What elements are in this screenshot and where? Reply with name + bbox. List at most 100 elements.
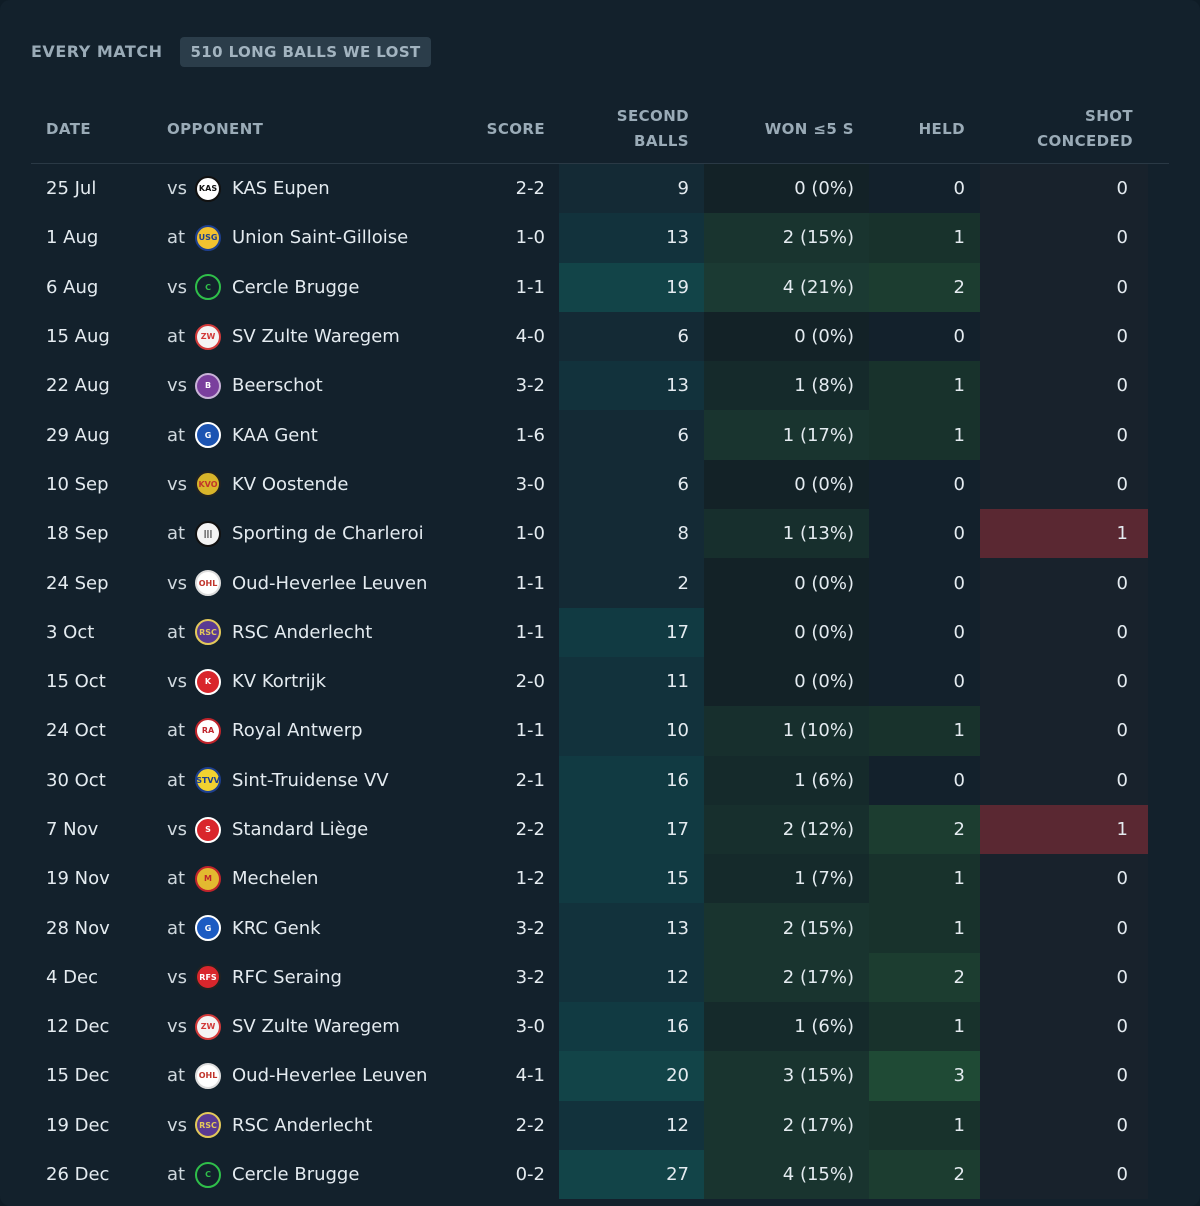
won-value: 1 (6%) xyxy=(704,755,869,805)
col-header-date[interactable]: DATE xyxy=(46,119,91,138)
match-date: 22 Aug xyxy=(46,375,110,397)
table-row[interactable]: 1 Aug at USG Union Saint-Gilloise 1-0 13 2 (15… xyxy=(31,213,1169,263)
second-balls-value: 13 xyxy=(559,903,704,953)
opponent-name[interactable]: KV Kortrijk xyxy=(232,671,327,693)
table-row[interactable]: 15 Dec at OHL Oud-Heverlee Leuven 4-1 20 3 (15… xyxy=(31,1051,1169,1101)
opponent-name[interactable]: RSC Anderlecht xyxy=(232,621,373,643)
opponent-name[interactable]: Mechelen xyxy=(232,868,319,890)
table-row[interactable]: 3 Oct at RSC RSC Anderlecht 1-1 17 0 (0%) 0 0 xyxy=(31,607,1169,657)
table-row[interactable]: 12 Dec vs ZW SV Zulte Waregem 3-0 16 1 (6%) 1 0 xyxy=(31,1002,1169,1052)
match-date: 28 Nov xyxy=(46,917,110,939)
held-value: 1 xyxy=(869,1100,980,1150)
opponent-name[interactable]: Sporting de Charleroi xyxy=(232,523,424,545)
held-value: 2 xyxy=(869,952,980,1003)
opponent-name[interactable]: Oud-Heverlee Leuven xyxy=(232,1065,428,1087)
held-value: 0 xyxy=(869,607,980,657)
col-header-second-balls[interactable]: SECOND BALLS xyxy=(559,95,689,163)
table-row[interactable]: 24 Sep vs OHL Oud-Heverlee Leuven 1-1 2 0 (0%)… xyxy=(31,558,1169,608)
club-crest-icon: G xyxy=(195,422,221,449)
won-value: 0 (0%) xyxy=(704,607,869,657)
held-value: 1 xyxy=(869,213,980,263)
col-header-held[interactable]: HELD xyxy=(918,119,965,138)
won-value: 1 (13%) xyxy=(704,509,869,559)
second-balls-value: 12 xyxy=(559,1100,704,1150)
opponent-name[interactable]: KRC Genk xyxy=(232,917,321,939)
match-date: 4 Dec xyxy=(46,966,99,988)
opponent-name[interactable]: Union Saint-Gilloise xyxy=(232,227,409,249)
opponent-name[interactable]: RSC Anderlecht xyxy=(232,1114,373,1136)
shot-conceded-value: 0 xyxy=(980,607,1148,657)
table-row[interactable]: 28 Nov at G KRC Genk 3-2 13 2 (15%) 1 0 xyxy=(31,903,1169,953)
won-value: 0 (0%) xyxy=(704,656,869,707)
won-value: 2 (12%) xyxy=(704,804,869,855)
opponent-name[interactable]: Standard Liège xyxy=(232,819,369,840)
match-venue: at xyxy=(167,227,186,249)
second-balls-value: 12 xyxy=(559,952,704,1003)
opponent-name[interactable]: Cercle Brugge xyxy=(232,1164,360,1186)
table-row[interactable]: 26 Dec at C Cercle Brugge 0-2 27 4 (15%) 2 0 xyxy=(31,1149,1169,1200)
shot-conceded-value: 0 xyxy=(980,706,1148,756)
club-crest-icon: M xyxy=(195,865,221,892)
opponent-name[interactable]: RFC Seraing xyxy=(232,966,342,988)
opponent-name[interactable]: KAA Gent xyxy=(232,424,318,446)
club-crest-icon: ZW xyxy=(195,323,221,350)
col-header-opponent[interactable]: OPPONENT xyxy=(167,119,264,138)
club-crest-icon: KAS xyxy=(195,175,221,202)
table-row[interactable]: 18 Sep at ||| Sporting de Charleroi 1-0 8 1 (1… xyxy=(31,509,1169,559)
opponent-name[interactable]: Cercle Brugge xyxy=(232,276,360,298)
match-score: 1-2 xyxy=(515,868,545,890)
opponent-name[interactable]: Sint-Truidense VV xyxy=(232,769,389,791)
second-balls-value: 13 xyxy=(559,213,704,263)
shot-conceded-value: 0 xyxy=(980,410,1148,460)
opponent-name[interactable]: Beerschot xyxy=(232,375,323,397)
table-row[interactable]: 29 Aug at G KAA Gent 1-6 6 1 (17%) 1 0 xyxy=(31,410,1169,460)
table-row[interactable]: 19 Nov at M Mechelen 1-2 15 1 (7%) 1 0 xyxy=(31,854,1169,904)
table-row[interactable]: 10 Sep vs KVO KV Oostende 3-0 6 0 (0%) 0 0 xyxy=(31,459,1169,510)
won-value: 1 (10%) xyxy=(704,706,869,756)
match-venue: at xyxy=(167,720,186,742)
held-value: 1 xyxy=(869,361,980,411)
match-date: 15 Dec xyxy=(46,1065,110,1087)
match-score: 3-0 xyxy=(515,1016,545,1038)
col-header-shot-conceded[interactable]: SHOT CONCEDED xyxy=(980,95,1133,163)
second-balls-value: 11 xyxy=(559,656,704,707)
col-header-won[interactable]: WON ≤5 S xyxy=(764,119,854,138)
table-row[interactable]: 25 Jul vs KAS KAS Eupen 2-2 9 0 (0%) 0 0 xyxy=(31,164,1169,214)
club-crest-icon: C xyxy=(195,1161,221,1188)
col-header-score[interactable]: SCORE xyxy=(486,119,545,138)
held-value: 0 xyxy=(869,459,980,510)
second-balls-value: 17 xyxy=(559,804,704,855)
table-header: DATE OPPONENT SCORE SECOND BALLS WON ≤5 … xyxy=(31,95,1169,164)
table-row[interactable]: 15 Oct vs K KV Kortrijk 2-0 11 0 (0%) 0 0 xyxy=(31,656,1169,707)
opponent-name[interactable]: KAS Eupen xyxy=(232,178,330,200)
table-row[interactable]: 6 Aug vs C Cercle Brugge 1-1 19 4 (21%) 2 0 xyxy=(31,262,1169,312)
opponent-name[interactable]: Oud-Heverlee Leuven xyxy=(232,572,428,594)
second-balls-value: 9 xyxy=(559,164,704,214)
match-date: 1 Aug xyxy=(46,227,99,249)
table-row[interactable]: 4 Dec vs RFS RFC Seraing 3-2 12 2 (17%) 2 0 xyxy=(31,952,1169,1003)
col-header-second-balls-line1: SECOND xyxy=(616,107,689,125)
table-row[interactable]: 19 Dec vs RSC RSC Anderlecht 2-2 12 2 (17%) 1 0 xyxy=(31,1100,1169,1150)
won-value: 2 (15%) xyxy=(704,903,869,953)
opponent-name[interactable]: Royal Antwerp xyxy=(232,720,363,742)
table-row[interactable]: 30 Oct at STVV Sint-Truidense VV 2-1 16 1 (6%)… xyxy=(31,755,1169,805)
opponent-name[interactable]: SV Zulte Waregem xyxy=(232,1016,400,1038)
table-row[interactable]: 7 Nov vs S Standard Liège 2-2 17 2 (12%) 2 1 xyxy=(31,804,1169,855)
table-row[interactable]: 15 Aug at ZW SV Zulte Waregem 4-0 6 0 (0%) 0 0 xyxy=(31,311,1169,362)
opponent-name[interactable]: KV Oostende xyxy=(232,473,349,495)
shot-conceded-value: 0 xyxy=(980,262,1148,312)
shot-conceded-value: 0 xyxy=(980,164,1148,214)
match-score: 1-1 xyxy=(515,276,545,298)
opponent-name[interactable]: SV Zulte Waregem xyxy=(232,326,400,348)
match-score: 3-2 xyxy=(515,917,545,939)
held-value: 0 xyxy=(869,656,980,707)
won-value: 1 (7%) xyxy=(704,854,869,904)
table-row[interactable]: 24 Oct at RA Royal Antwerp 1-1 10 1 (10%) 1 0 xyxy=(31,706,1169,756)
shot-conceded-value: 0 xyxy=(980,656,1148,707)
table-row[interactable]: 22 Aug vs B Beerschot 3-2 13 1 (8%) 1 0 xyxy=(31,361,1169,411)
match-venue: vs xyxy=(167,1016,188,1038)
second-balls-value: 13 xyxy=(559,361,704,411)
match-venue: vs xyxy=(167,473,188,495)
col-header-shot-conceded-line1: SHOT xyxy=(1085,107,1133,125)
second-balls-value: 20 xyxy=(559,1051,704,1101)
